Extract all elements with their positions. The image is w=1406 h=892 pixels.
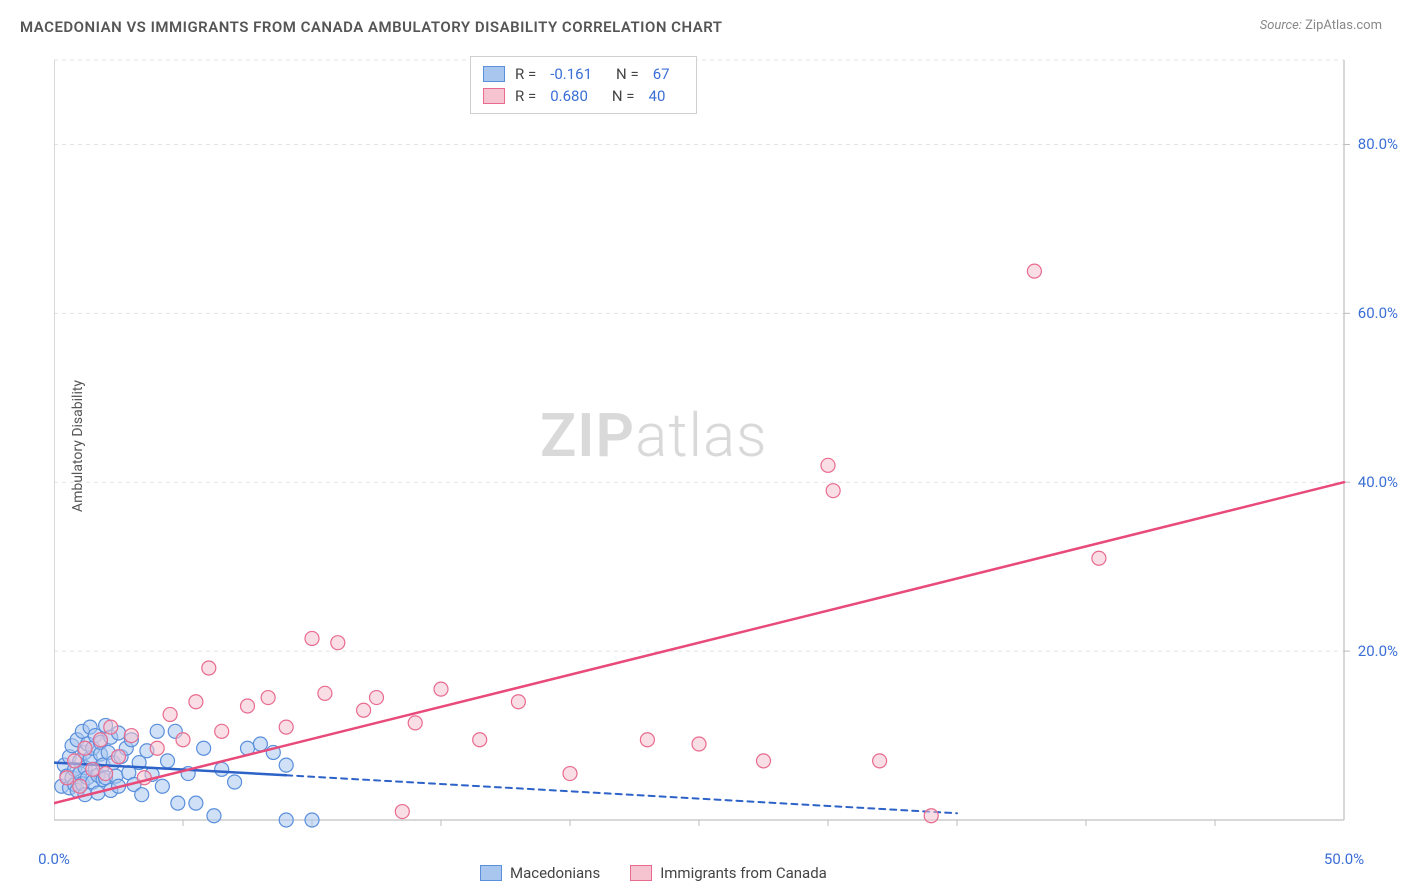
correlation-legend: R = -0.161 N = 67 R = 0.680 N = 40 — [470, 56, 697, 114]
n-label: N = — [616, 65, 639, 83]
legend-item-macedonians: Macedonians — [480, 864, 600, 882]
r-label: R = — [515, 65, 536, 83]
r-label: R = — [515, 87, 536, 105]
legend-swatch-canada — [630, 865, 652, 881]
x-tick-label: 0.0% — [38, 850, 70, 868]
y-tick-label: 40.0% — [1358, 473, 1398, 491]
legend-row-macedonians: R = -0.161 N = 67 — [483, 63, 684, 85]
y-tick-label: 80.0% — [1358, 135, 1398, 153]
r-value-canada: 0.680 — [550, 87, 588, 105]
n-value-canada: 40 — [649, 87, 666, 105]
chart-title: MACEDONIAN VS IMMIGRANTS FROM CANADA AMB… — [20, 18, 723, 36]
r-value-macedonians: -0.161 — [550, 65, 592, 83]
y-tick-label: 60.0% — [1358, 304, 1398, 322]
legend-label-macedonians: Macedonians — [510, 864, 600, 882]
legend-row-canada: R = 0.680 N = 40 — [483, 85, 684, 107]
n-label: N = — [612, 87, 635, 105]
source-attribution: Source: ZipAtlas.com — [1260, 18, 1382, 33]
scatter-plot — [54, 50, 1374, 840]
legend-swatch-canada — [483, 88, 505, 104]
chart-svg — [54, 50, 1374, 840]
source-label: Source: — [1260, 18, 1302, 33]
legend-label-canada: Immigrants from Canada — [660, 864, 827, 882]
legend-swatch-macedonians — [483, 66, 505, 82]
legend-item-canada: Immigrants from Canada — [630, 864, 827, 882]
n-value-macedonians: 67 — [653, 65, 670, 83]
legend-swatch-macedonians — [480, 865, 502, 881]
series-legend: Macedonians Immigrants from Canada — [480, 864, 827, 882]
x-tick-label: 50.0% — [1324, 850, 1364, 868]
source-value: ZipAtlas.com — [1305, 18, 1382, 33]
y-tick-label: 20.0% — [1358, 642, 1398, 660]
